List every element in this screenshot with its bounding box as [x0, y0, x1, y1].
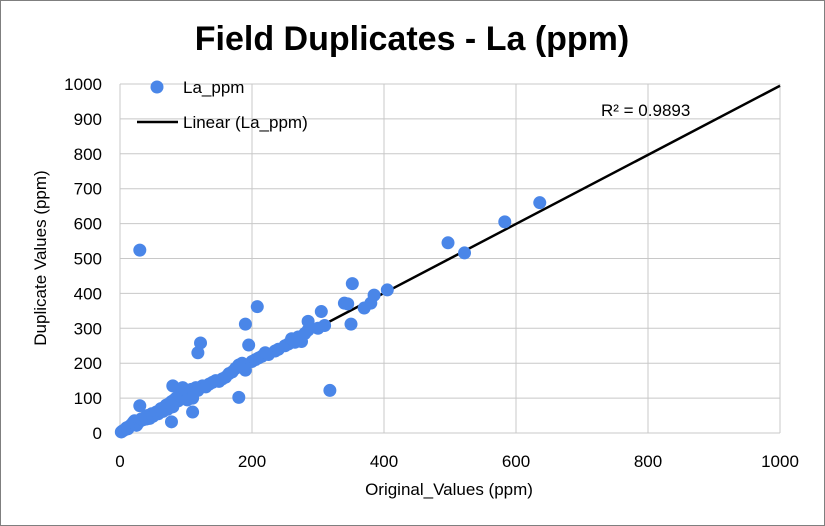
y-tick-label: 900	[74, 110, 102, 129]
data-point	[323, 383, 337, 397]
data-point	[301, 314, 315, 328]
x-tick-label: 1000	[761, 452, 799, 471]
data-point	[458, 246, 472, 260]
data-point	[314, 305, 328, 319]
data-point	[367, 288, 381, 302]
data-point	[133, 399, 147, 413]
data-point	[164, 415, 178, 429]
data-point	[232, 390, 246, 404]
legend-marker-scatter	[150, 80, 164, 94]
gridlines	[119, 83, 781, 434]
legend-label-series: La_ppm	[183, 78, 244, 97]
y-tick-label: 200	[74, 354, 102, 373]
x-tick-label: 200	[238, 452, 266, 471]
data-point	[166, 379, 180, 393]
x-tick-label: 800	[634, 452, 662, 471]
data-point	[341, 297, 355, 311]
x-tick-label: 400	[370, 452, 398, 471]
data-point	[242, 338, 256, 352]
data-point	[345, 277, 359, 291]
data-points	[114, 196, 547, 439]
r-squared-label: R² = 0.9893	[601, 101, 690, 120]
data-point	[533, 196, 547, 210]
y-tick-label: 1000	[64, 75, 102, 94]
data-point	[380, 283, 394, 297]
y-tick-label: 0	[93, 424, 102, 443]
y-tick-label: 500	[74, 250, 102, 269]
y-tick-label: 800	[74, 145, 102, 164]
data-point	[133, 243, 147, 257]
legend-label-trendline: Linear (La_ppm)	[183, 113, 308, 132]
legend: La_ppm Linear (La_ppm)	[137, 78, 308, 132]
y-axis-label: Duplicate Values (ppm)	[31, 170, 50, 345]
x-tick-labels: 0 200 400 600 800 1000	[115, 452, 799, 471]
data-point	[194, 336, 208, 350]
data-point	[186, 405, 200, 419]
data-point	[250, 300, 264, 314]
data-point	[191, 346, 205, 360]
y-tick-label: 300	[74, 319, 102, 338]
data-point	[318, 319, 332, 333]
data-point	[344, 317, 358, 331]
data-point	[176, 381, 190, 395]
x-tick-label: 600	[502, 452, 530, 471]
data-point	[238, 317, 252, 331]
data-point	[441, 236, 455, 250]
x-axis-label: Original_Values (ppm)	[365, 480, 533, 499]
y-tick-label: 400	[74, 284, 102, 303]
data-point	[498, 215, 512, 229]
x-tick-label: 0	[115, 452, 124, 471]
y-tick-label: 700	[74, 180, 102, 199]
chart-title: Field Duplicates - La (ppm)	[195, 20, 629, 58]
y-tick-labels: 0 100 200 300 400 500 600 700 800 900 1000	[64, 75, 102, 443]
y-tick-label: 100	[74, 389, 102, 408]
y-tick-label: 600	[74, 215, 102, 234]
